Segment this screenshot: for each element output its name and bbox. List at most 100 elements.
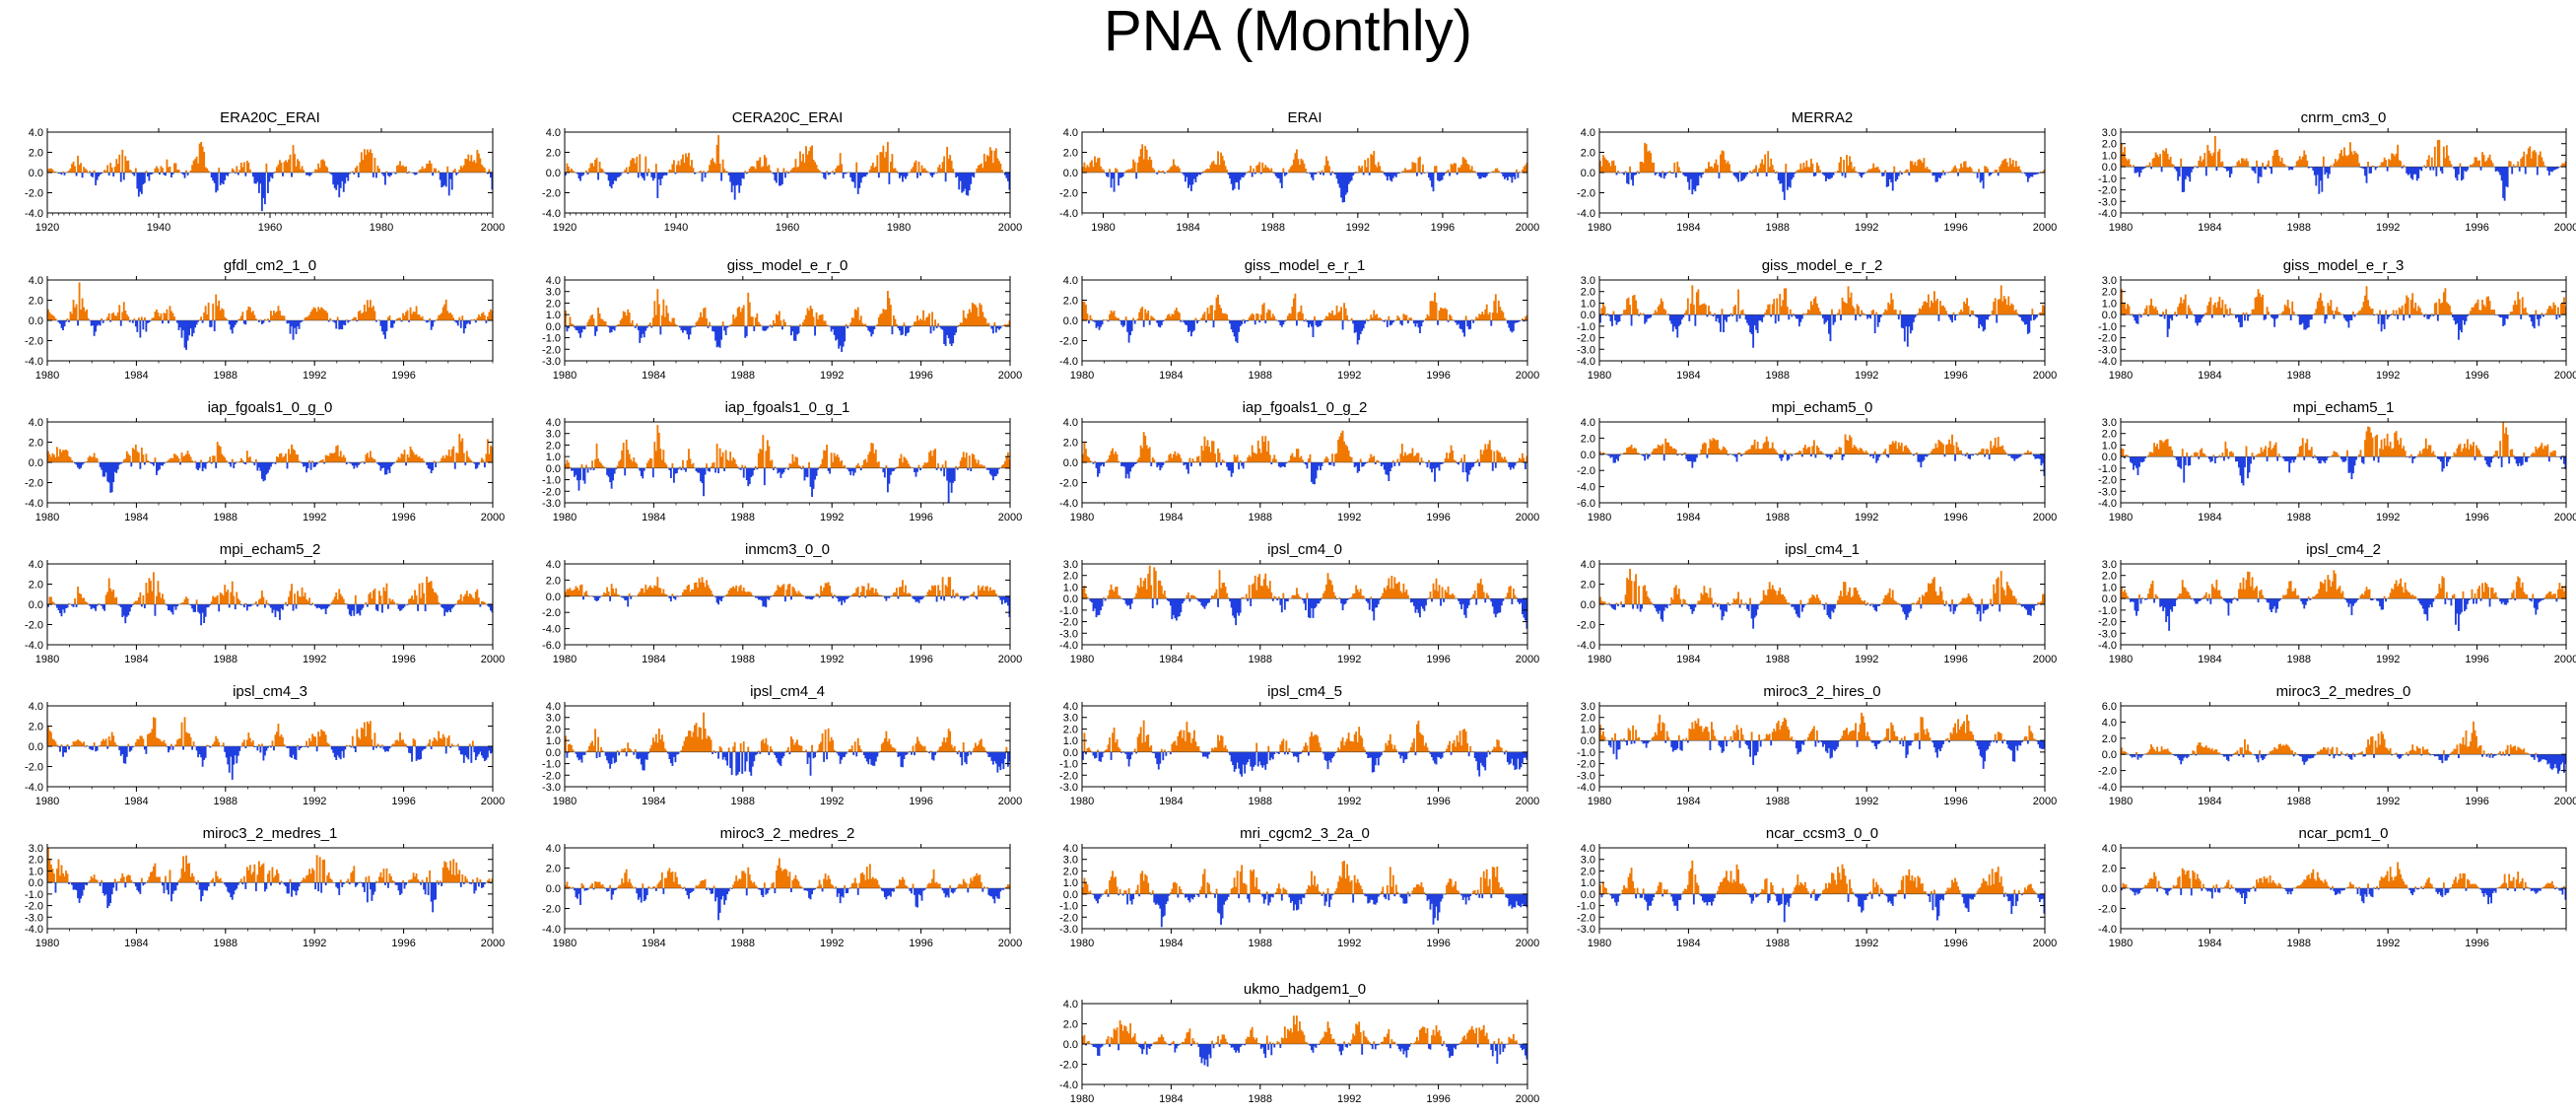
data-bar: [2172, 314, 2175, 315]
data-bar: [1887, 173, 1890, 187]
data-bar: [107, 462, 110, 483]
data-bar: [2294, 166, 2297, 168]
data-bar: [308, 314, 311, 320]
data-bar: [965, 173, 968, 195]
data-bar: [923, 168, 926, 173]
data-bar: [1380, 318, 1383, 320]
data-bar: [2367, 162, 2369, 168]
data-bar: [1409, 169, 1412, 173]
data-bar: [154, 168, 157, 173]
data-bar: [624, 170, 627, 173]
data-bar: [1744, 451, 1747, 454]
data-bar: [1753, 439, 1756, 454]
data-bar: [874, 166, 877, 173]
data-bar: [444, 173, 447, 187]
data-bar: [2478, 160, 2480, 168]
data-bar: [2382, 314, 2385, 324]
data-bar: [1606, 453, 1609, 455]
x-tick-label: 2000: [1516, 222, 1539, 234]
data-bar: [1100, 462, 1102, 466]
data-bar: [983, 316, 985, 326]
data-bar: [906, 173, 909, 176]
data-bar: [1242, 462, 1245, 469]
data-bar: [80, 163, 83, 173]
data-bar: [1724, 159, 1727, 173]
data-bar: [2350, 151, 2353, 168]
data-bar: [586, 173, 589, 174]
data-bar: [943, 467, 946, 477]
data-bar: [1331, 310, 1333, 320]
data-bar: [1235, 456, 1238, 462]
data-bar: [689, 458, 692, 468]
data-bar: [931, 455, 934, 468]
data-bar: [1151, 456, 1154, 462]
data-bar: [1609, 166, 1612, 173]
data-bar: [1227, 462, 1230, 471]
data-bar: [899, 325, 901, 331]
data-bar: [1389, 462, 1391, 472]
data-bar: [1773, 170, 1776, 173]
data-bar: [886, 141, 889, 173]
data-bar: [173, 316, 175, 320]
data-bar: [1805, 449, 1808, 454]
data-bar: [982, 312, 984, 326]
data-bar: [2520, 158, 2523, 168]
data-bar: [1118, 317, 1120, 320]
data-bar: [1194, 317, 1197, 320]
y-tick-label: 1.0: [546, 452, 561, 463]
data-bar: [1358, 462, 1361, 471]
data-bar: [1344, 308, 1347, 320]
series-bars: [2121, 286, 2567, 340]
data-bar: [253, 314, 256, 320]
data-bar: [665, 173, 668, 175]
data-bar: [2008, 305, 2011, 315]
data-bar: [432, 173, 435, 176]
data-bar: [356, 320, 359, 322]
data-bar: [388, 462, 391, 473]
data-bar: [2505, 314, 2508, 318]
x-tick-label: 1984: [1676, 222, 1700, 234]
data-bar: [1712, 168, 1715, 173]
data-bar: [839, 325, 842, 346]
data-bar: [274, 462, 277, 464]
data-bar: [207, 171, 210, 173]
data-bar: [1978, 314, 1981, 329]
data-bar: [165, 313, 167, 320]
data-bar: [1388, 462, 1390, 481]
data-bar: [2479, 310, 2482, 315]
data-bar: [204, 462, 207, 469]
data-bar: [1205, 169, 1207, 173]
data-bar: [1615, 314, 1618, 325]
data-bar: [1346, 173, 1349, 193]
data-bar: [815, 165, 818, 173]
data-bar: [1493, 451, 1496, 462]
data-bar: [1756, 173, 1759, 176]
data-bar: [488, 169, 491, 173]
data-bar: [2394, 156, 2397, 168]
data-bar: [1682, 314, 1685, 317]
data-bar: [283, 455, 286, 462]
data-bar: [2165, 309, 2168, 315]
data-bar: [1456, 173, 1458, 175]
data-bar: [1951, 170, 1953, 173]
data-bar: [1627, 173, 1630, 184]
data-bar: [159, 462, 161, 470]
data-bar: [902, 325, 904, 335]
data-bar: [212, 173, 215, 181]
panel-cnrm_cm3_0: cnrm_cm3_03.02.01.00.0-1.0-2.0-3.0-4.019…: [2098, 109, 2576, 234]
data-bar: [774, 323, 777, 326]
panel-title: ERAI: [1287, 109, 1322, 126]
data-bar: [1688, 453, 1691, 461]
data-bar: [324, 311, 327, 320]
data-bar: [1450, 445, 1453, 462]
data-bar: [1261, 162, 1264, 173]
series-bars: [1082, 292, 1528, 345]
data-bar: [2476, 299, 2479, 315]
data-bar: [185, 320, 187, 350]
data-bar: [420, 457, 423, 462]
y-tick-label: -4.0: [2098, 208, 2117, 220]
data-bar: [2494, 314, 2497, 315]
data-bar: [850, 173, 853, 182]
data-bar: [996, 467, 999, 474]
data-bar: [1617, 314, 1619, 322]
